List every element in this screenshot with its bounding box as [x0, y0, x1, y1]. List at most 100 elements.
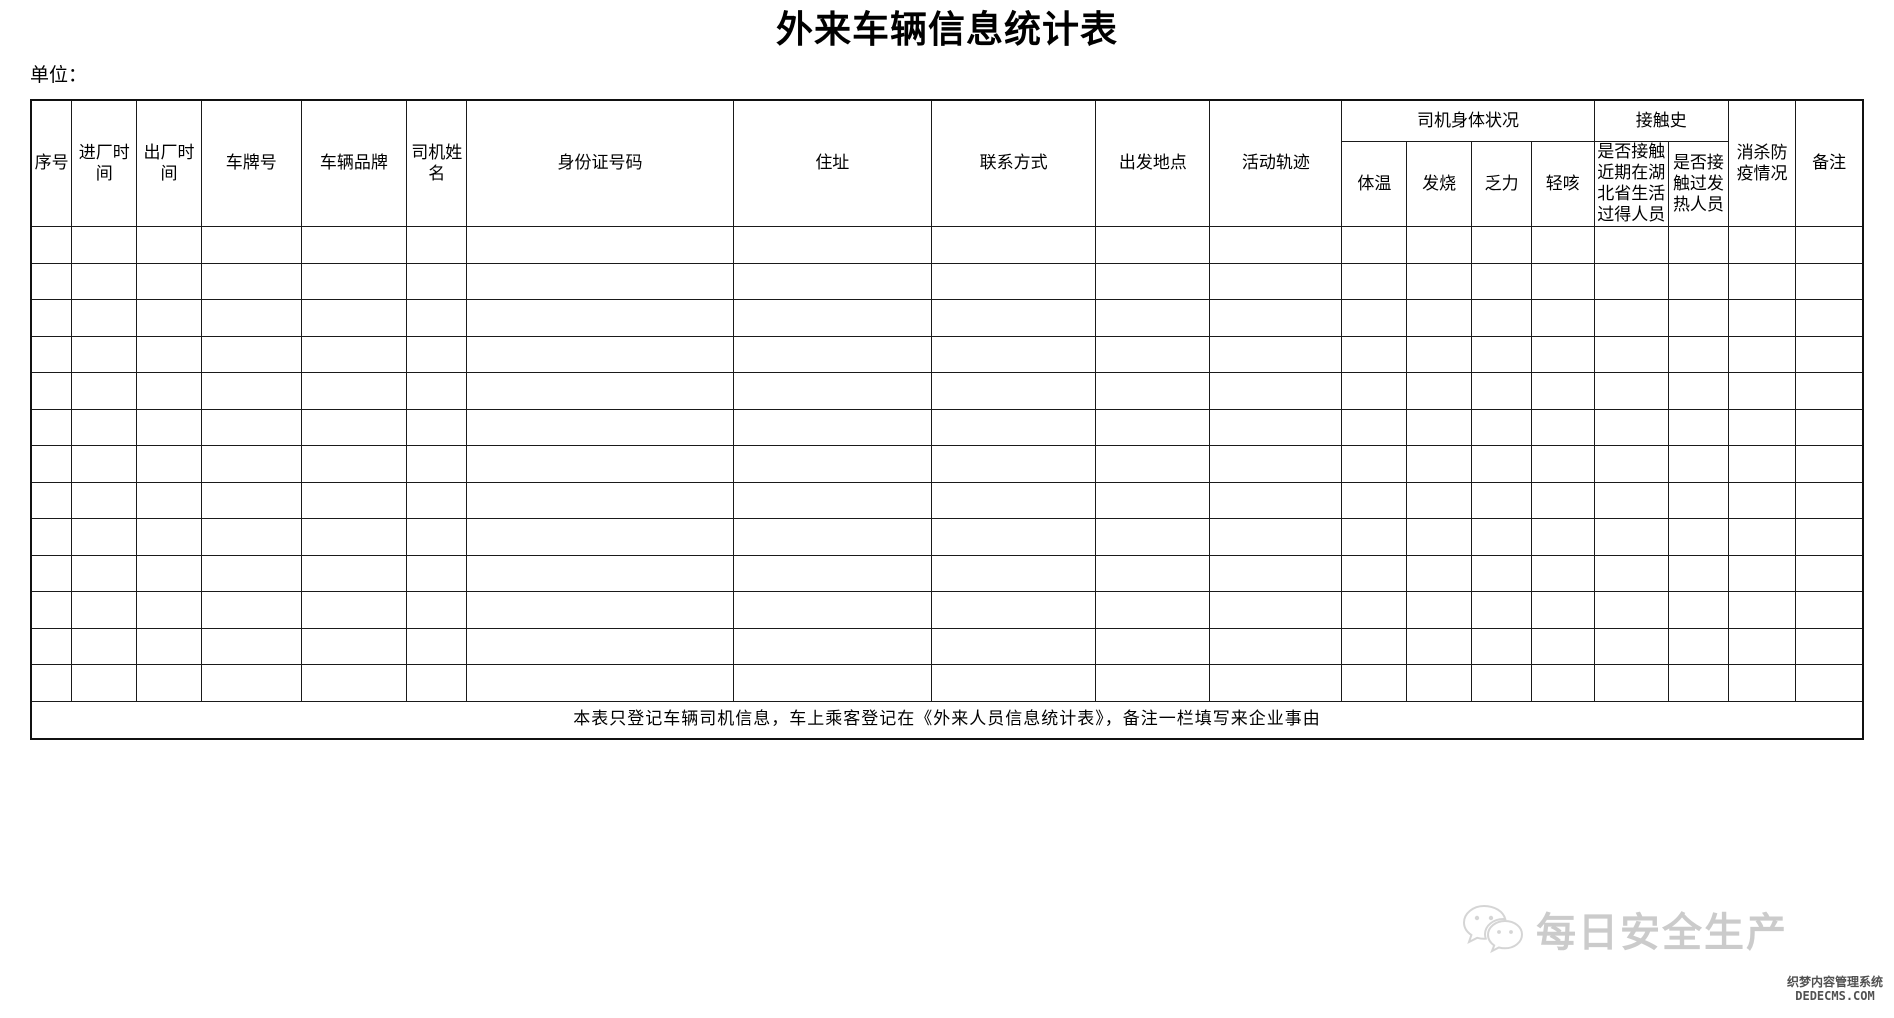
- table-cell-fatigue[interactable]: [1471, 335, 1533, 373]
- table-cell-vehicle_brand[interactable]: [300, 408, 408, 446]
- table-cell-hubei_contact[interactable]: [1593, 408, 1669, 446]
- table-cell-fever_contact[interactable]: [1667, 262, 1729, 300]
- table-cell-fever_contact[interactable]: [1667, 664, 1729, 702]
- table-cell-hubei_contact[interactable]: [1593, 554, 1669, 592]
- table-row[interactable]: [30, 591, 1864, 629]
- table-cell-hubei_contact[interactable]: [1593, 591, 1669, 629]
- table-cell-disinfection[interactable]: [1727, 299, 1797, 337]
- table-cell-trajectory[interactable]: [1209, 372, 1343, 410]
- table-cell-temperature[interactable]: [1341, 518, 1408, 556]
- table-cell-remarks[interactable]: [1795, 554, 1864, 592]
- table-cell-contact[interactable]: [930, 518, 1097, 556]
- table-cell-temperature[interactable]: [1341, 262, 1408, 300]
- table-row[interactable]: [30, 335, 1864, 373]
- table-cell-trajectory[interactable]: [1209, 226, 1343, 264]
- table-cell-seq[interactable]: [30, 591, 73, 629]
- table-cell-fatigue[interactable]: [1471, 445, 1533, 483]
- table-cell-seq[interactable]: [30, 627, 73, 665]
- table-cell-fever_contact[interactable]: [1667, 299, 1729, 337]
- table-cell-exit_time[interactable]: [136, 481, 202, 519]
- table-cell-enter_time[interactable]: [71, 372, 138, 410]
- table-cell-plate_no[interactable]: [200, 627, 302, 665]
- table-cell-departure[interactable]: [1095, 591, 1211, 629]
- table-cell-trajectory[interactable]: [1209, 481, 1343, 519]
- table-cell-hubei_contact[interactable]: [1593, 226, 1669, 264]
- table-cell-exit_time[interactable]: [136, 664, 202, 702]
- table-cell-fever_contact[interactable]: [1667, 554, 1729, 592]
- table-cell-trajectory[interactable]: [1209, 299, 1343, 337]
- table-cell-remarks[interactable]: [1795, 299, 1864, 337]
- table-cell-departure[interactable]: [1095, 481, 1211, 519]
- table-cell-hubei_contact[interactable]: [1593, 262, 1669, 300]
- table-cell-exit_time[interactable]: [136, 226, 202, 264]
- table-cell-temperature[interactable]: [1341, 372, 1408, 410]
- table-cell-driver_name[interactable]: [406, 591, 468, 629]
- table-cell-id_number[interactable]: [466, 445, 734, 483]
- table-cell-fatigue[interactable]: [1471, 299, 1533, 337]
- table-cell-exit_time[interactable]: [136, 408, 202, 446]
- table-cell-driver_name[interactable]: [406, 299, 468, 337]
- table-cell-contact[interactable]: [930, 445, 1097, 483]
- table-cell-departure[interactable]: [1095, 226, 1211, 264]
- table-cell-cough[interactable]: [1531, 591, 1595, 629]
- table-cell-fatigue[interactable]: [1471, 664, 1533, 702]
- table-cell-exit_time[interactable]: [136, 554, 202, 592]
- table-cell-address[interactable]: [732, 591, 932, 629]
- table-cell-cough[interactable]: [1531, 408, 1595, 446]
- table-cell-id_number[interactable]: [466, 664, 734, 702]
- table-cell-contact[interactable]: [930, 262, 1097, 300]
- table-cell-vehicle_brand[interactable]: [300, 627, 408, 665]
- table-cell-contact[interactable]: [930, 372, 1097, 410]
- table-cell-cough[interactable]: [1531, 445, 1595, 483]
- table-cell-fever[interactable]: [1406, 335, 1473, 373]
- table-cell-seq[interactable]: [30, 481, 73, 519]
- table-cell-exit_time[interactable]: [136, 335, 202, 373]
- table-cell-hubei_contact[interactable]: [1593, 372, 1669, 410]
- table-cell-seq[interactable]: [30, 372, 73, 410]
- table-cell-vehicle_brand[interactable]: [300, 372, 408, 410]
- table-row[interactable]: [30, 481, 1864, 519]
- table-cell-id_number[interactable]: [466, 262, 734, 300]
- table-cell-seq[interactable]: [30, 445, 73, 483]
- table-cell-fever[interactable]: [1406, 262, 1473, 300]
- table-cell-contact[interactable]: [930, 554, 1097, 592]
- table-cell-driver_name[interactable]: [406, 627, 468, 665]
- table-cell-remarks[interactable]: [1795, 591, 1864, 629]
- table-cell-departure[interactable]: [1095, 518, 1211, 556]
- table-cell-fatigue[interactable]: [1471, 372, 1533, 410]
- table-cell-driver_name[interactable]: [406, 554, 468, 592]
- table-cell-id_number[interactable]: [466, 372, 734, 410]
- table-cell-seq[interactable]: [30, 408, 73, 446]
- table-cell-cough[interactable]: [1531, 299, 1595, 337]
- table-cell-address[interactable]: [732, 299, 932, 337]
- table-cell-fever[interactable]: [1406, 299, 1473, 337]
- table-cell-vehicle_brand[interactable]: [300, 445, 408, 483]
- table-cell-vehicle_brand[interactable]: [300, 664, 408, 702]
- table-cell-address[interactable]: [732, 226, 932, 264]
- table-cell-temperature[interactable]: [1341, 408, 1408, 446]
- table-cell-trajectory[interactable]: [1209, 335, 1343, 373]
- table-cell-vehicle_brand[interactable]: [300, 591, 408, 629]
- table-cell-driver_name[interactable]: [406, 262, 468, 300]
- table-cell-disinfection[interactable]: [1727, 664, 1797, 702]
- table-cell-plate_no[interactable]: [200, 299, 302, 337]
- table-cell-fever[interactable]: [1406, 518, 1473, 556]
- table-cell-trajectory[interactable]: [1209, 554, 1343, 592]
- table-cell-vehicle_brand[interactable]: [300, 518, 408, 556]
- table-cell-plate_no[interactable]: [200, 554, 302, 592]
- table-cell-trajectory[interactable]: [1209, 445, 1343, 483]
- table-cell-temperature[interactable]: [1341, 591, 1408, 629]
- table-row[interactable]: [30, 445, 1864, 483]
- table-cell-temperature[interactable]: [1341, 445, 1408, 483]
- table-cell-departure[interactable]: [1095, 554, 1211, 592]
- table-cell-plate_no[interactable]: [200, 226, 302, 264]
- table-cell-id_number[interactable]: [466, 299, 734, 337]
- table-cell-remarks[interactable]: [1795, 518, 1864, 556]
- table-cell-fever[interactable]: [1406, 226, 1473, 264]
- table-row[interactable]: [30, 518, 1864, 556]
- table-cell-driver_name[interactable]: [406, 481, 468, 519]
- table-cell-fatigue[interactable]: [1471, 481, 1533, 519]
- table-cell-id_number[interactable]: [466, 627, 734, 665]
- table-cell-fever_contact[interactable]: [1667, 481, 1729, 519]
- table-cell-enter_time[interactable]: [71, 335, 138, 373]
